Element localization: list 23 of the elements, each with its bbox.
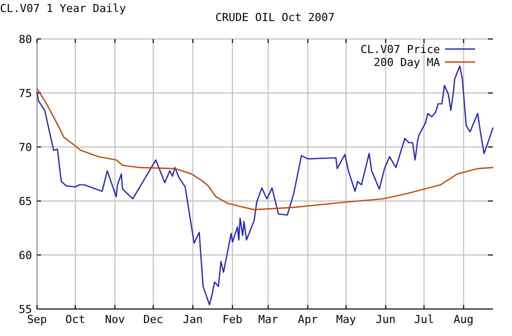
x-tick-label: Jul: [414, 313, 434, 326]
x-tick-label: Aug: [454, 313, 474, 326]
y-tick-label: 75: [18, 87, 32, 100]
x-tick-label: Nov: [104, 313, 126, 326]
x-tick-label: Feb: [222, 313, 242, 326]
x-tick-label: Mar: [258, 313, 278, 326]
x-tick-label: Dec: [143, 313, 164, 326]
chart-subtitle: CL.V07 1 Year Daily: [0, 2, 126, 15]
legend-label: CL.V07 Price: [360, 43, 440, 56]
x-tick-label: Jan: [182, 313, 203, 326]
x-tick-label: Apr: [298, 313, 318, 326]
chart-title: CRUDE OIL Oct 2007: [215, 11, 335, 24]
y-tick-label: 70: [18, 141, 32, 154]
y-tick-label: 60: [18, 249, 32, 262]
x-tick-label: Oct: [65, 313, 86, 326]
legend-label: 200 Day MA: [374, 56, 440, 69]
y-tick-label: 80: [18, 33, 32, 46]
x-tick-label: Jun: [376, 313, 396, 326]
y-tick-label: 55: [18, 303, 32, 316]
x-tick-label: Sep: [27, 313, 47, 326]
y-tick-label: 65: [18, 195, 32, 208]
x-tick-label: May: [336, 313, 356, 326]
line-series: [36, 88, 494, 210]
